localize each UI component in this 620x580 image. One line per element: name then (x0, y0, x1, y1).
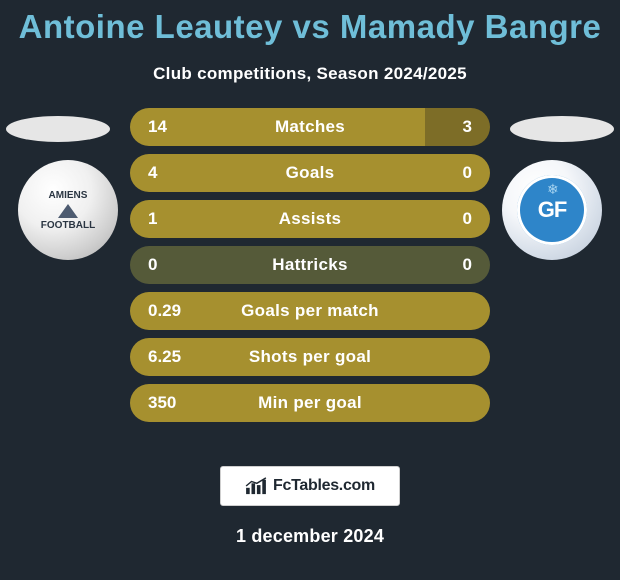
stat-label: Goals per match (130, 292, 490, 330)
stat-value-right: 3 (463, 108, 472, 146)
report-date: 1 december 2024 (0, 526, 620, 547)
stat-row: 6.25Shots per goal (130, 338, 490, 376)
stat-label: Min per goal (130, 384, 490, 422)
club-badge-left: AMIENS FOOTBALL (18, 160, 118, 260)
club-left-triangle-icon (58, 204, 78, 218)
player-oval-right (510, 116, 614, 142)
stat-value-right: 0 (463, 154, 472, 192)
page-subtitle: Club competitions, Season 2024/2025 (0, 64, 620, 84)
stat-row: 350Min per goal (130, 384, 490, 422)
stat-row: 0Hattricks0 (130, 246, 490, 284)
club-badge-right-inner: ❄ GF (517, 175, 587, 245)
comparison-panel: AMIENS FOOTBALL ❄ GF 14Matches3 4Goals0 1A… (0, 108, 620, 448)
stat-row: 14Matches3 (130, 108, 490, 146)
stat-value-right: 0 (463, 200, 472, 238)
stat-value-right: 0 (463, 246, 472, 284)
club-left-name: AMIENS (41, 190, 95, 201)
stat-row: 1Assists0 (130, 200, 490, 238)
club-right-abbrev: GF (538, 197, 567, 223)
club-badge-left-label: AMIENS FOOTBALL (41, 190, 95, 231)
snowflake-icon: ❄ (547, 181, 559, 198)
site-logo[interactable]: FcTables.com (220, 466, 400, 506)
club-left-sub: FOOTBALL (41, 220, 95, 231)
stat-label: Goals (130, 154, 490, 192)
chart-icon (245, 477, 267, 495)
player-oval-left (6, 116, 110, 142)
club-badge-right: ❄ GF (502, 160, 602, 260)
stat-label: Hattricks (130, 246, 490, 284)
stat-row: 0.29Goals per match (130, 292, 490, 330)
site-logo-text: FcTables.com (273, 477, 375, 495)
stat-row: 4Goals0 (130, 154, 490, 192)
stat-label: Assists (130, 200, 490, 238)
stat-label: Matches (130, 108, 490, 146)
stat-bars: 14Matches34Goals01Assists00Hattricks00.2… (130, 108, 490, 430)
page-title: Antoine Leautey vs Mamady Bangre (0, 0, 620, 46)
stat-label: Shots per goal (130, 338, 490, 376)
